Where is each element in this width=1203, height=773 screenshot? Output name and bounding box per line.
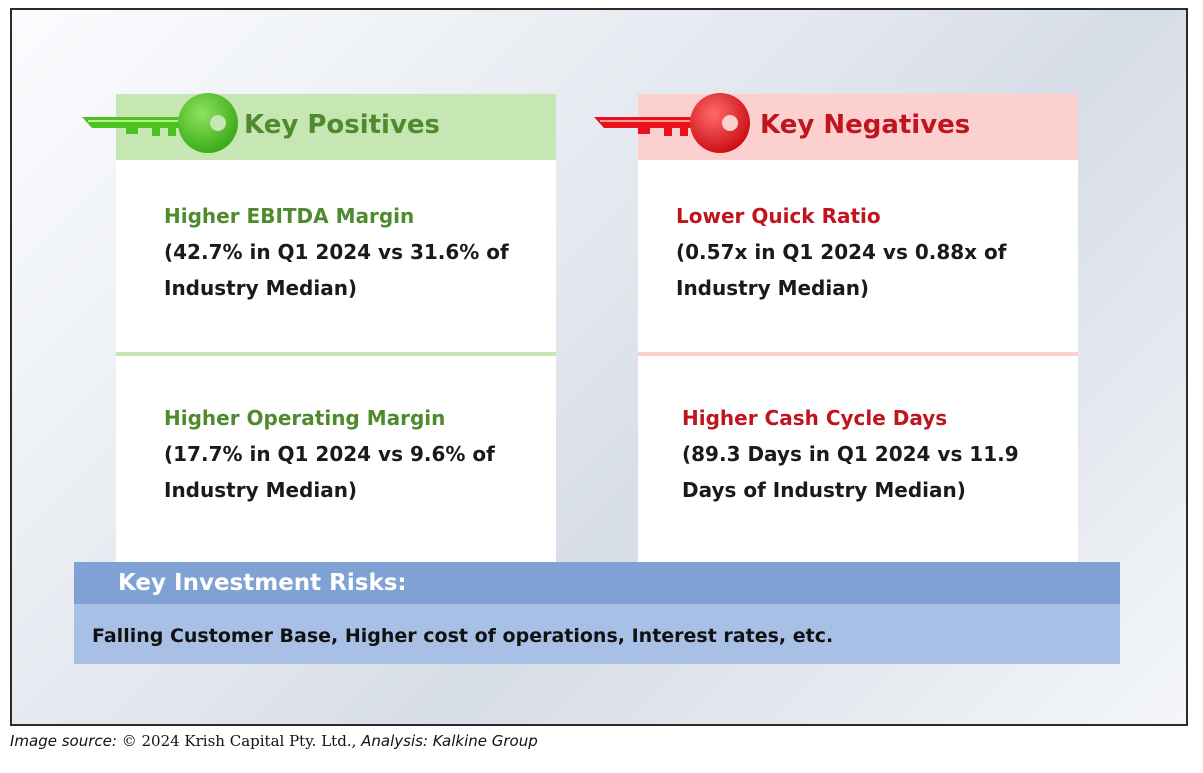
- quick-ratio-detail-2: Industry Median): [676, 276, 870, 300]
- investment-risks-header: Key Investment Risks:: [74, 562, 1120, 604]
- operating-margin-detail-2: Industry Median): [164, 478, 358, 502]
- source-analysis: Analysis: Kalkine Group: [356, 732, 538, 750]
- ebitda-margin-title: Higher EBITDA Margin: [164, 204, 415, 228]
- operating-margin-title: Higher Operating Margin: [164, 406, 446, 430]
- investment-risks-box: Key Investment Risks: Falling Customer B…: [74, 562, 1120, 664]
- ebitda-margin-detail-1: (42.7% in Q1 2024 vs 31.6% of: [164, 240, 509, 264]
- cash-cycle-detail-2: Days of Industry Median): [682, 478, 966, 502]
- image-source-caption: Image source: © 2024 Krish Capital Pty. …: [10, 731, 538, 751]
- red-key-icon: [594, 93, 750, 153]
- cash-cycle-detail-1: (89.3 Days in Q1 2024 vs 11.9: [682, 442, 1019, 466]
- investment-risks-title: Key Investment Risks:: [118, 570, 407, 596]
- cash-cycle-title: Higher Cash Cycle Days: [682, 406, 948, 430]
- source-prefix: Image source:: [10, 732, 122, 750]
- negatives-title: Key Negatives: [760, 110, 971, 140]
- green-key-icon: [82, 93, 238, 153]
- source-copyright: © 2024 Krish Capital Pty. Ltd.,: [121, 732, 357, 750]
- positives-divider: [116, 352, 556, 356]
- positives-panel: [116, 94, 556, 562]
- positives-title: Key Positives: [244, 110, 441, 140]
- negatives-divider: [638, 352, 1078, 356]
- ebitda-margin-detail-2: Industry Median): [164, 276, 358, 300]
- quick-ratio-detail-1: (0.57x in Q1 2024 vs 0.88x of: [676, 240, 1007, 264]
- negatives-panel: [638, 94, 1078, 562]
- investment-risks-text: Falling Customer Base, Higher cost of op…: [92, 625, 834, 647]
- operating-margin-detail-1: (17.7% in Q1 2024 vs 9.6% of: [164, 442, 495, 466]
- quick-ratio-title: Lower Quick Ratio: [676, 204, 881, 228]
